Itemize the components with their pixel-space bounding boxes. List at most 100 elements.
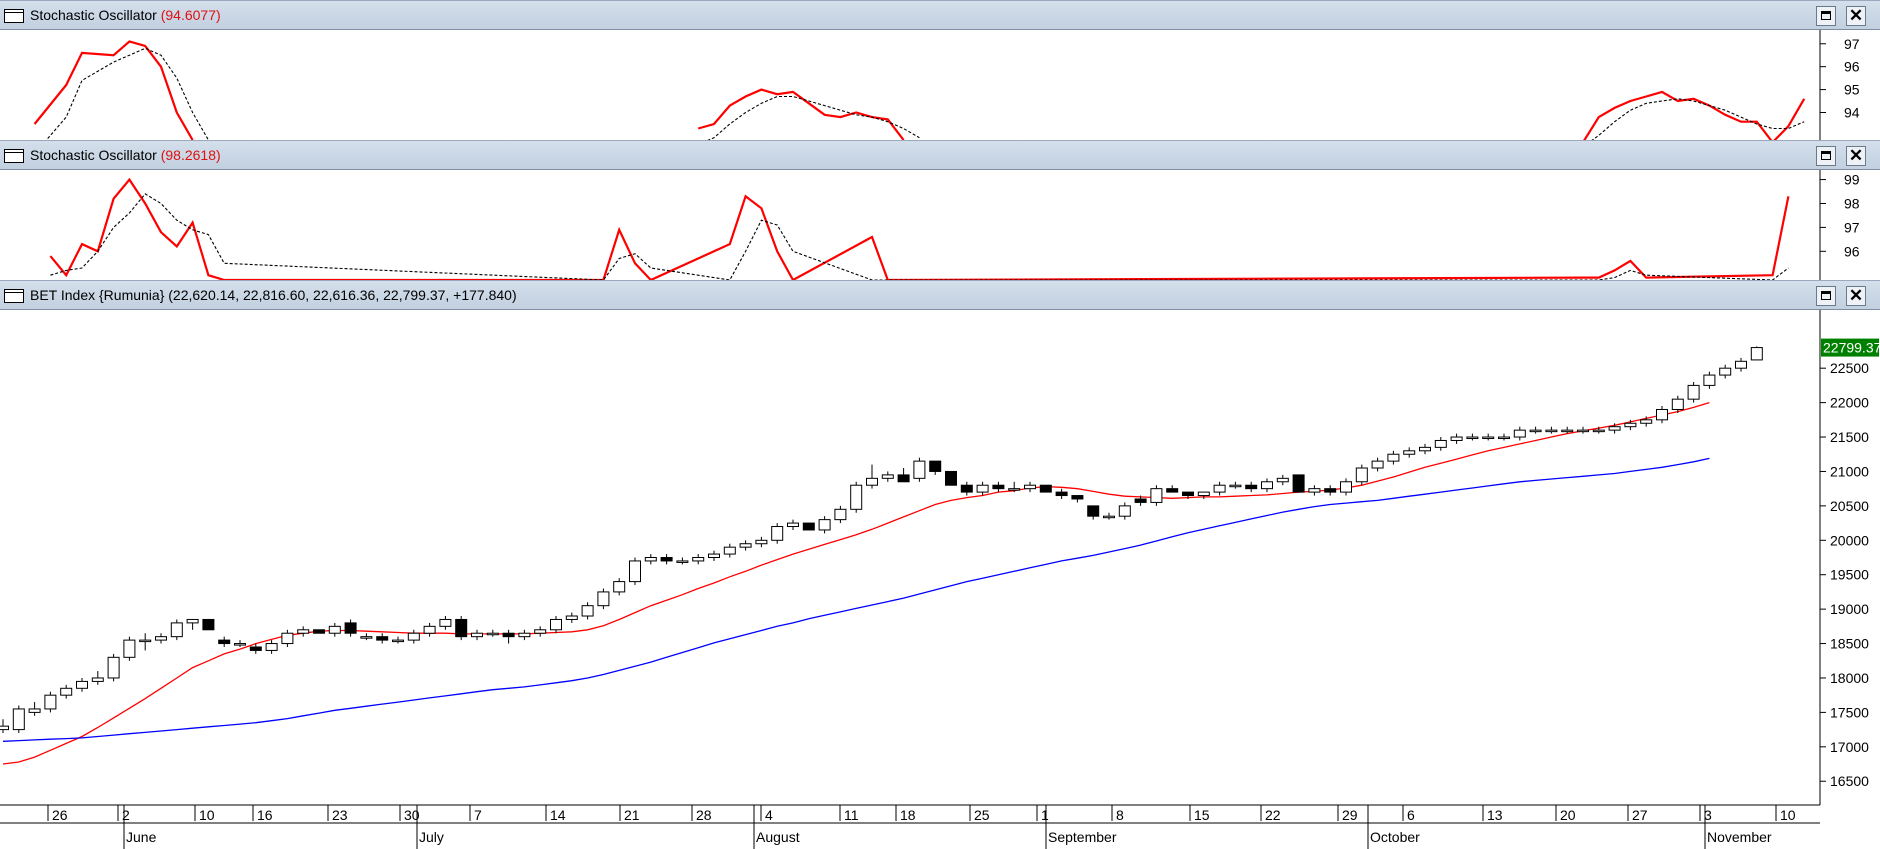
- y-tick-label: 20500: [1830, 498, 1869, 514]
- candle: [1624, 419, 1637, 431]
- candle: [91, 671, 104, 685]
- candle: [1735, 357, 1747, 372]
- price-plot[interactable]: 22500 22000 21500 21000 20500 20000 19500 19000…: [0, 310, 1880, 849]
- candle: [1703, 371, 1716, 389]
- date-tick-label: 4: [765, 807, 773, 823]
- candle: [1292, 474, 1305, 493]
- maximize-icon[interactable]: [1816, 286, 1836, 306]
- date-tick-label: 6: [1407, 807, 1415, 823]
- candle: [1324, 485, 1337, 496]
- window-icon[interactable]: [4, 289, 24, 303]
- candle: [1024, 481, 1036, 493]
- candle: [708, 550, 720, 561]
- candle: [866, 464, 878, 489]
- candle: [170, 619, 183, 641]
- close-icon[interactable]: ✕: [1846, 6, 1866, 26]
- date-tick-label: 23: [332, 807, 348, 823]
- stoch2-value: (98.2618): [160, 147, 221, 163]
- y-tick-label: 94: [1844, 105, 1860, 121]
- date-tick-label: 14: [550, 807, 566, 823]
- y-tick-label: 97: [1844, 219, 1860, 235]
- date-tick-label: 20: [1560, 807, 1576, 823]
- candle: [1450, 433, 1463, 444]
- candle: [1592, 426, 1605, 434]
- stoch1-plot[interactable]: 97 96 95 94: [0, 30, 1880, 140]
- candle: [76, 677, 88, 692]
- date-tick-label: 10: [1780, 807, 1796, 823]
- candle: [123, 636, 136, 661]
- candle: [1340, 478, 1352, 496]
- maximize-icon[interactable]: [1816, 146, 1836, 166]
- date-tick-label: 16: [257, 807, 273, 823]
- candle: [1561, 426, 1574, 434]
- stoch-k-line: [33, 40, 1806, 140]
- date-tick-label: 15: [1194, 807, 1210, 823]
- candle: [1229, 481, 1242, 489]
- candle: [1466, 433, 1479, 441]
- date-tick-label: 13: [1487, 807, 1503, 823]
- y-tick-label: 22500: [1830, 360, 1869, 376]
- candle: [1166, 485, 1179, 493]
- window-icon[interactable]: [4, 9, 24, 23]
- candle: [186, 618, 199, 630]
- y-tick-label: 17000: [1830, 739, 1869, 755]
- date-axis-background: [0, 805, 1820, 849]
- stoch-d-line: [45, 47, 1805, 140]
- date-tick-label: 26: [52, 807, 68, 823]
- candle: [518, 629, 531, 641]
- candle: [1608, 423, 1621, 434]
- candle: [881, 471, 894, 482]
- candle: [1387, 450, 1400, 465]
- stoch2-plot[interactable]: 99 98 97 96: [0, 170, 1880, 280]
- stoch1-title: Stochastic Oscillator (94.6077): [30, 7, 221, 23]
- date-tick-label: 7: [474, 807, 482, 823]
- candle: [534, 626, 547, 637]
- date-tick-label: 28: [696, 807, 712, 823]
- month-label: September: [1048, 829, 1117, 845]
- y-tick-label: 21000: [1830, 463, 1869, 479]
- y-tick-label: 20000: [1830, 532, 1869, 548]
- ma-slow-line: [2, 457, 1710, 742]
- month-label: July: [419, 829, 444, 845]
- candle: [550, 616, 562, 634]
- date-tick-label: 1: [1041, 807, 1049, 823]
- candle: [1434, 437, 1447, 451]
- candle: [407, 629, 420, 644]
- candle: [644, 554, 657, 565]
- maximize-icon[interactable]: [1816, 6, 1836, 26]
- close-icon[interactable]: ✕: [1846, 286, 1866, 306]
- candle: [297, 626, 310, 637]
- candle: [1355, 464, 1368, 486]
- candle: [818, 516, 831, 534]
- candle: [218, 636, 231, 647]
- candle: [1055, 488, 1068, 499]
- candle: [565, 612, 578, 623]
- y-tick-label: 19500: [1830, 567, 1869, 583]
- month-label: August: [756, 829, 800, 845]
- main-title: BET Index {Rumunia} (22,620.14, 22,816.6…: [30, 287, 517, 303]
- candle: [486, 629, 499, 637]
- candle: [328, 622, 341, 637]
- candle: [1213, 481, 1226, 496]
- stoch-k-line: [49, 177, 1790, 280]
- stoch2-title-text: Stochastic Oscillator: [30, 147, 157, 163]
- candle: [60, 684, 73, 699]
- candle: [1087, 505, 1100, 520]
- candle: [12, 705, 25, 734]
- candle: [676, 557, 689, 565]
- candle: [392, 636, 404, 644]
- candle: [1513, 426, 1526, 441]
- date-tick-label: 30: [404, 807, 420, 823]
- window-icon[interactable]: [4, 149, 24, 163]
- plot-background: [0, 310, 1820, 805]
- candle: [929, 460, 942, 475]
- candle: [976, 481, 989, 496]
- y-tick-label: 18000: [1830, 670, 1869, 686]
- candle: [597, 588, 610, 610]
- y-tick-label: 18500: [1830, 636, 1869, 652]
- candle: [692, 554, 705, 565]
- candle: [234, 640, 246, 647]
- candle: [376, 633, 389, 644]
- close-icon[interactable]: ✕: [1846, 146, 1866, 166]
- y-tick-label: 21500: [1830, 429, 1869, 445]
